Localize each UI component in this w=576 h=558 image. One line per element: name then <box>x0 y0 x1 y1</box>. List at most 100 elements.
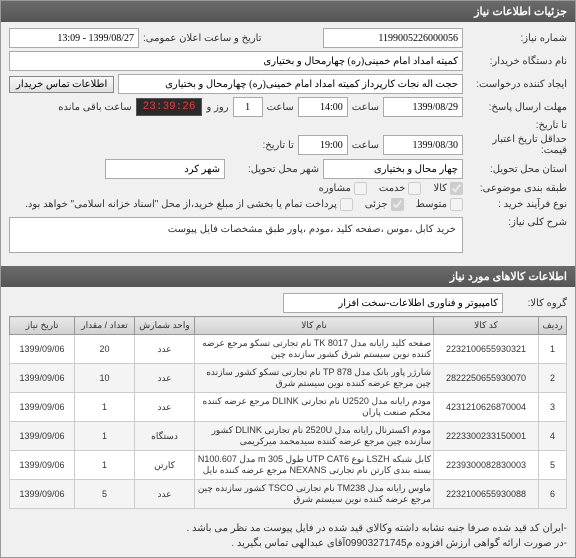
delivery-state-input <box>323 159 463 179</box>
table-cell: شارژر پاور بانک مدل TP 878 نام تجارتی تس… <box>195 364 434 393</box>
table-cell: 1399/09/06 <box>10 364 75 393</box>
cb-treasury-box <box>340 198 353 211</box>
items-table: ردیف کد کالا نام کالا واحد شمارش تعداد /… <box>9 316 567 509</box>
desc-text: خرید کابل ،موس ،صفحه کلید ،مودم ،پاور طب… <box>9 217 463 253</box>
table-cell: 2232100655930088 <box>434 480 539 509</box>
items-header: اطلاعات کالاهای مورد نیاز <box>1 266 575 287</box>
saat-label-2: ساعت <box>267 102 294 113</box>
table-cell: 1 <box>75 451 135 480</box>
cb-moshavere-box <box>354 182 367 195</box>
th-date: تاریخ نیاز <box>10 317 75 335</box>
group-input <box>283 293 503 313</box>
table-cell: 2 <box>539 364 567 393</box>
note-line-2: -در صورت ارائه گواهی ارزش افزوده م099032… <box>9 536 567 551</box>
table-cell: مودم رایانه مدل U2520 نام تجارتی DLINK م… <box>195 393 434 422</box>
th-row: ردیف <box>539 317 567 335</box>
table-header-row: ردیف کد کالا نام کالا واحد شمارش تعداد /… <box>10 317 567 335</box>
table-cell: 4231210626870004 <box>434 393 539 422</box>
table-row: 12232100655930321صفحه کلید رایانه مدل TK… <box>10 335 567 364</box>
ta-tarikh-label: تا تاریخ: <box>262 140 293 151</box>
table-cell: کارتن <box>135 451 195 480</box>
table-cell: عدد <box>135 335 195 364</box>
cb-motavasset-box <box>450 198 463 211</box>
footer-notes: -ایران کد قید شده صرفا جنبه تشابه داشته … <box>1 515 575 557</box>
delivery-city-label: شهر محل تحویل: <box>229 164 319 175</box>
table-cell: کابل شبکه LSZH نوع UTP CAT6 طول m 305 مد… <box>195 451 434 480</box>
table-row: 42223300233150001مودم اکسترنال رایانه مد… <box>10 422 567 451</box>
table-cell: 2232100655930321 <box>434 335 539 364</box>
deadline-label: مهلت ارسال پاسخ: <box>467 102 567 113</box>
note-line-1: -ایران کد قید شده صرفا جنبه تشابه داشته … <box>9 521 567 536</box>
cb-khedmat: خدمت <box>379 182 422 195</box>
table-cell: 1399/09/06 <box>10 480 75 509</box>
table-cell: عدد <box>135 480 195 509</box>
days-left-input <box>233 97 263 117</box>
cb-treasury: پرداخت تمام یا بخشی از مبلغ خرید،از محل … <box>25 198 353 211</box>
table-cell: 6 <box>539 480 567 509</box>
delivery-city-input <box>105 159 225 179</box>
table-cell: ماوس رایانه مدل TM238 نام تجارتی TSCO کش… <box>195 480 434 509</box>
panel-title: جزئیات اطلاعات نیاز <box>1 1 575 22</box>
buyer-org-label: نام دستگاه خریدار: <box>467 56 567 67</box>
need-number-input <box>323 28 463 48</box>
table-cell: 1 <box>75 393 135 422</box>
creator-input <box>118 74 463 94</box>
table-cell: 1399/09/06 <box>10 335 75 364</box>
table-cell: عدد <box>135 364 195 393</box>
deadline-hour-input <box>298 97 348 117</box>
table-cell: صفحه کلید رایانه مدل TK 8017 نام تجارتی … <box>195 335 434 364</box>
countdown-timer: 23:39:26 <box>136 98 203 116</box>
budget-class-label: طبقه بندی موضوعی: <box>467 183 567 194</box>
table-cell: 5 <box>75 480 135 509</box>
table-cell: 3 <box>539 393 567 422</box>
table-row: 62232100655930088ماوس رایانه مدل TM238 ن… <box>10 480 567 509</box>
table-cell: 1399/09/06 <box>10 422 75 451</box>
cb-motavasset: متوسط <box>416 198 463 211</box>
th-code: کد کالا <box>434 317 539 335</box>
table-cell: دستگاه <box>135 422 195 451</box>
table-row: 34231210626870004مودم رایانه مدل U2520 ن… <box>10 393 567 422</box>
table-cell: 1399/09/06 <box>10 451 75 480</box>
table-cell: 1399/09/06 <box>10 393 75 422</box>
announce-label: تاریخ و ساعت اعلان عمومی: <box>143 33 262 44</box>
till-label: تا تاریخ: <box>467 120 567 131</box>
table-cell: 2822250655930070 <box>434 364 539 393</box>
table-row: 22822250655930070شارژر پاور بانک مدل TP … <box>10 364 567 393</box>
need-number-label: شماره نیاز: <box>467 33 567 44</box>
cb-moshavere: مشاوره <box>319 182 367 195</box>
cb-jozi-box <box>391 198 404 211</box>
table-cell: 10 <box>75 364 135 393</box>
delivery-state-label: استان محل تحویل: <box>467 164 567 175</box>
cb-jozi: جزئی <box>365 198 404 211</box>
deadline-date-input <box>383 97 463 117</box>
table-cell: 1 <box>75 422 135 451</box>
table-row: 52239300082830003کابل شبکه LSZH نوع UTP … <box>10 451 567 480</box>
announce-input <box>9 28 139 48</box>
th-name: نام کالا <box>195 317 434 335</box>
table-cell: 2239300082830003 <box>434 451 539 480</box>
cb-khedmat-box <box>408 182 421 195</box>
credit-hour-input <box>298 135 348 155</box>
credit-label: حداقل تاریخ اعتبار قیمت: <box>467 134 567 156</box>
table-cell: 1 <box>539 335 567 364</box>
rooz-label: روز و <box>206 102 228 113</box>
desc-label: شرح کلی نیاز: <box>467 217 567 228</box>
cb-kala-box <box>450 182 463 195</box>
saat-label-1: ساعت <box>352 102 379 113</box>
remaining-label: ساعت باقی مانده <box>58 102 131 113</box>
cb-kala: کالا <box>433 182 463 195</box>
creator-label: ایجاد کننده درخواست: <box>467 79 567 90</box>
buyer-org-input <box>9 51 463 71</box>
table-cell: 20 <box>75 335 135 364</box>
saat-label-3: ساعت <box>352 140 379 151</box>
table-cell: 4 <box>539 422 567 451</box>
th-unit: واحد شمارش <box>135 317 195 335</box>
table-cell: عدد <box>135 393 195 422</box>
table-cell: 5 <box>539 451 567 480</box>
th-qty: تعداد / مقدار <box>75 317 135 335</box>
contact-buyer-button[interactable]: اطلاعات تماس خریدار <box>9 76 114 93</box>
group-label: گروه کالا: <box>507 298 567 309</box>
table-cell: 2223300233150001 <box>434 422 539 451</box>
process-label: نوع فرآیند خرید : <box>467 199 567 210</box>
table-cell: مودم اکسترنال رایانه مدل 2520U نام تجارت… <box>195 422 434 451</box>
